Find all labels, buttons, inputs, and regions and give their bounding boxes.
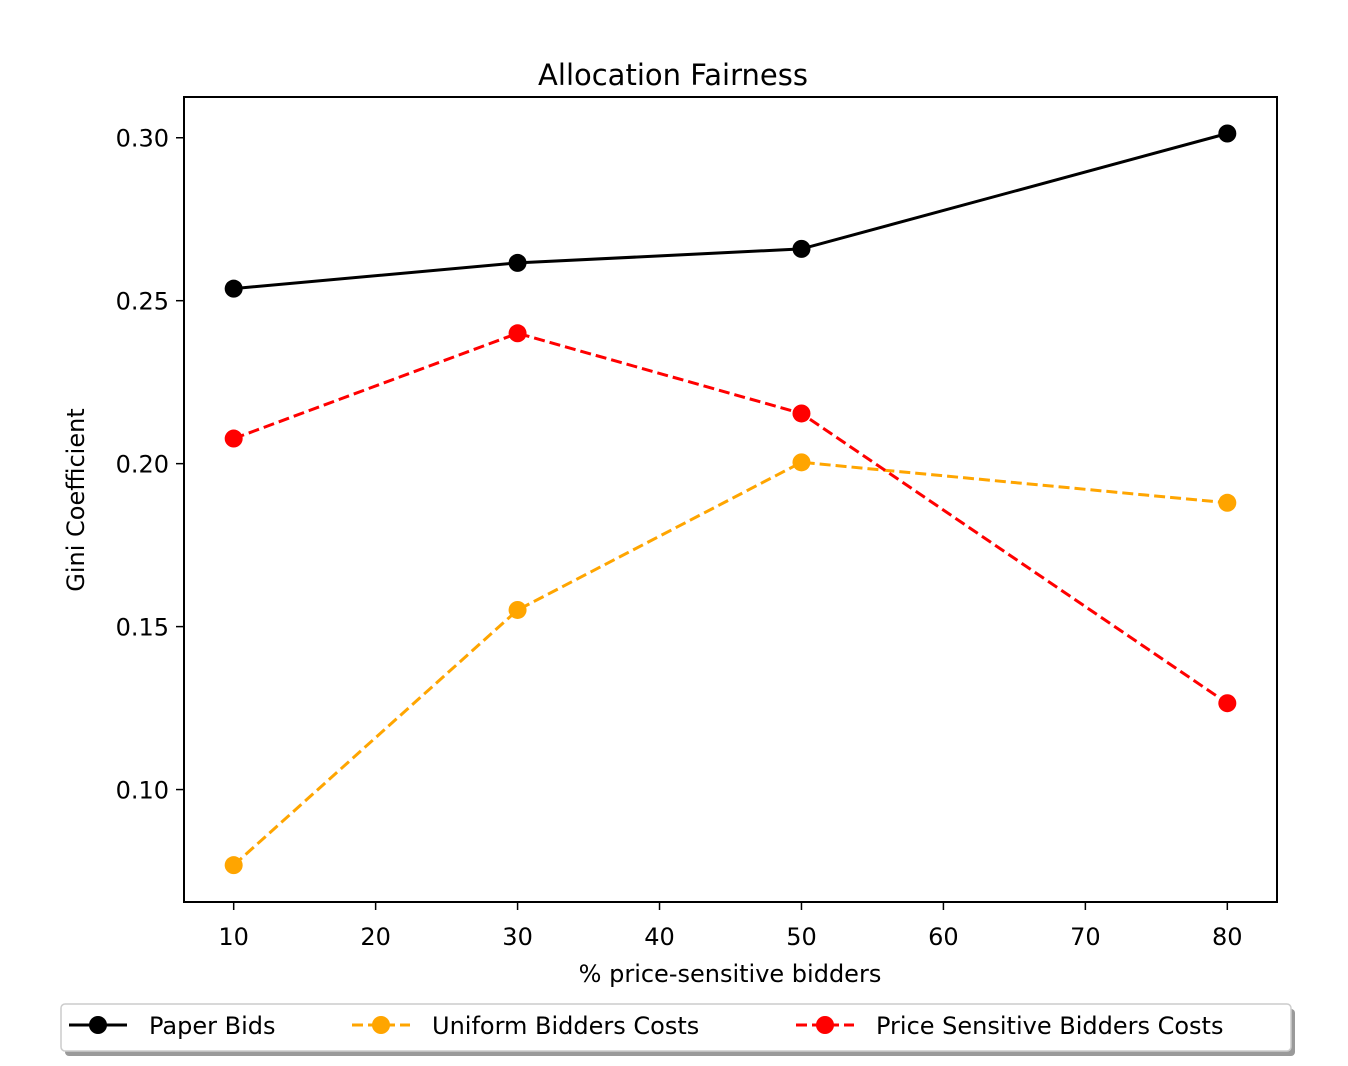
chart-title: Allocation Fairness [538, 58, 808, 92]
x-axis-label: % price-sensitive bidders [579, 960, 882, 988]
x-tick-label: 20 [360, 923, 391, 951]
legend: Paper Bids Uniform Bidders Costs Price Sen… [60, 1003, 1295, 1056]
x-axis: 10 20 30 40 50 60 70 80 [218, 902, 1243, 951]
plot-frame [183, 96, 1278, 903]
data-point-uniform-bidders-costs [508, 600, 527, 619]
data-point-price-sensitive-bidders-costs [508, 324, 527, 343]
series-line-uniform-bidders-costs [232, 460, 1228, 867]
data-point-uniform-bidders-costs [792, 453, 811, 472]
data-point-price-sensitive-bidders-costs [1218, 694, 1237, 713]
x-tick-label: 60 [928, 923, 959, 951]
x-tick-label: 40 [644, 923, 675, 951]
legend-label-paper-bids: Paper Bids [149, 1012, 275, 1040]
y-axis-label: Gini Coefficient [62, 408, 90, 591]
x-tick-label: 10 [218, 923, 249, 951]
y-tick-label: 0.30 [116, 125, 169, 153]
data-point-price-sensitive-bidders-costs [224, 429, 243, 448]
x-tick-label: 70 [1070, 923, 1101, 951]
series-line-price-sensitive-bidders-costs [233, 331, 1229, 705]
y-axis: 0.10 0.15 0.20 0.25 0.30 [116, 125, 184, 805]
x-tick-label: 30 [502, 923, 533, 951]
legend-marker-price-sensitive-bidders-costs [816, 1016, 834, 1034]
legend-marker-uniform-bidders-costs [372, 1016, 390, 1034]
data-point-price-sensitive-bidders-costs [792, 404, 811, 423]
y-tick-label: 0.25 [116, 288, 169, 316]
legend-label-uniform-bidders-costs: Uniform Bidders Costs [432, 1012, 699, 1040]
series-line-paper-bids [233, 132, 1228, 291]
y-tick-label: 0.10 [116, 777, 169, 805]
data-point-paper-bids [1218, 124, 1237, 143]
data-point-paper-bids [508, 253, 527, 272]
legend-label-price-sensitive-bidders-costs: Price Sensitive Bidders Costs [876, 1012, 1223, 1040]
legend-box [60, 1003, 1292, 1052]
data-point-uniform-bidders-costs [1218, 493, 1237, 512]
data-point-uniform-bidders-costs [224, 856, 243, 875]
legend-marker-paper-bids [89, 1016, 107, 1034]
y-tick-label: 0.15 [116, 614, 169, 642]
series-layer [224, 124, 1237, 875]
data-point-paper-bids [224, 279, 243, 298]
legend-items: Paper Bids Uniform Bidders Costs Price Sen… [69, 1012, 1223, 1040]
x-tick-label: 80 [1212, 923, 1243, 951]
y-tick-label: 0.20 [116, 451, 169, 479]
data-point-paper-bids [792, 239, 811, 258]
x-tick-label: 50 [786, 923, 817, 951]
